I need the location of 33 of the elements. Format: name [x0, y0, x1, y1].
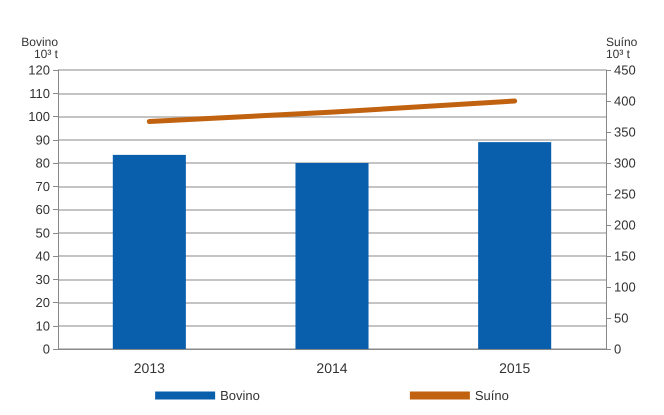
x-tick-label: 2014 [316, 360, 348, 376]
y-tick-label: 10 [36, 318, 50, 334]
y-tick-label: 100 [28, 109, 50, 124]
y-tick-label: 110 [29, 86, 50, 101]
y-axis-title: Bovino 10³ t [21, 35, 59, 61]
y2-tick-label: 100 [614, 280, 636, 294]
legend-label: Suíno [474, 388, 509, 403]
y-tick-label: 120 [28, 62, 50, 78]
y2-tick-label: 150 [614, 248, 636, 264]
y-tick-label: 40 [36, 248, 50, 264]
y2-axis-title: Suíno 10³ t [606, 35, 638, 61]
y-tick-label: 90 [36, 132, 50, 148]
y-tick-label: 0 [42, 342, 50, 356]
y-tick-label: 80 [36, 156, 50, 170]
y-tick-label: 70 [36, 178, 50, 194]
y-tick-label: 20 [36, 295, 50, 310]
y2-tick-label: 350 [614, 124, 636, 140]
y2-tick-label: 300 [614, 156, 636, 170]
bar [478, 142, 552, 349]
bar [295, 163, 369, 349]
y2-tick-label: 200 [614, 218, 636, 232]
y2-tick-label: 0 [614, 342, 622, 356]
y2-tick-label: 50 [614, 310, 628, 326]
y2-tick-label: 250 [614, 186, 636, 202]
legend-label: Bovino [220, 388, 260, 403]
y-tick-label: 30 [36, 272, 50, 287]
y-tick-label: 50 [36, 225, 50, 240]
x-tick-label: 2013 [134, 360, 166, 376]
x-tick-label: 2015 [499, 360, 530, 376]
y2-tick-label: 450 [614, 62, 636, 78]
bar [112, 154, 186, 349]
y2-tick-label: 400 [614, 94, 636, 108]
y-tick-label: 60 [36, 202, 50, 217]
